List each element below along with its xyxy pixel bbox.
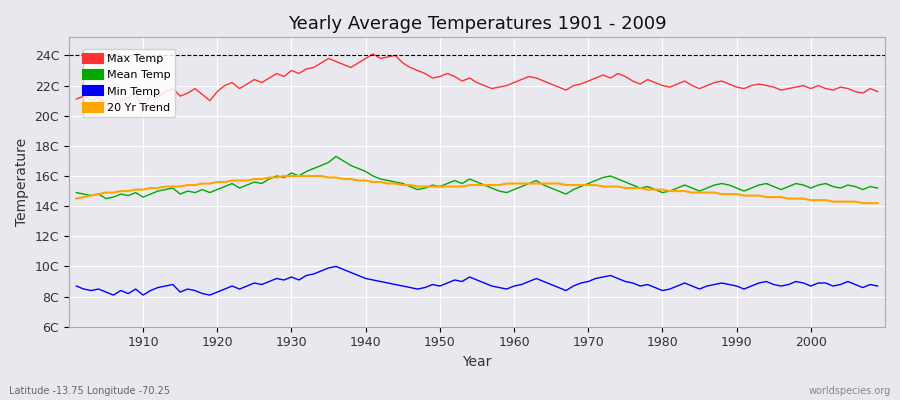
X-axis label: Year: Year	[463, 355, 491, 369]
Text: Latitude -13.75 Longitude -70.25: Latitude -13.75 Longitude -70.25	[9, 386, 170, 396]
Y-axis label: Temperature: Temperature	[15, 138, 29, 226]
Title: Yearly Average Temperatures 1901 - 2009: Yearly Average Temperatures 1901 - 2009	[288, 15, 666, 33]
Legend: Max Temp, Mean Temp, Min Temp, 20 Yr Trend: Max Temp, Mean Temp, Min Temp, 20 Yr Tre…	[83, 49, 176, 117]
Text: worldspecies.org: worldspecies.org	[809, 386, 891, 396]
